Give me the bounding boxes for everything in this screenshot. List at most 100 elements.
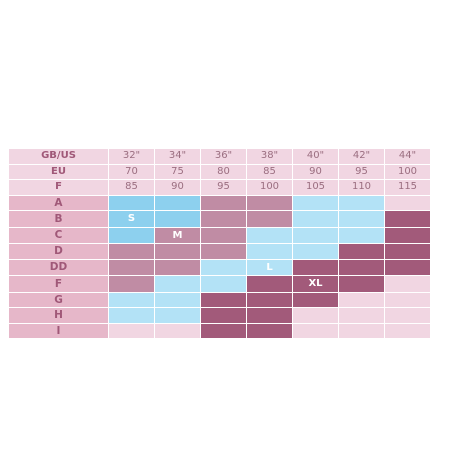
size-mark-label: XL xyxy=(308,278,323,289)
size-cell: L xyxy=(247,259,292,275)
eu-cell: 80 xyxy=(201,164,246,179)
f-cell: 90 xyxy=(155,180,200,195)
size-cell xyxy=(201,323,246,338)
size-cell xyxy=(385,227,430,243)
bra-size-chart: GB/US 32" 34" 36" 38" 40" 42" 44" EU 70 … xyxy=(8,148,431,339)
size-cell xyxy=(385,195,430,210)
size-cell xyxy=(247,292,292,307)
eu-cell: 85 xyxy=(247,164,292,179)
size-cell xyxy=(109,244,154,259)
cup-size-label: H xyxy=(9,308,108,323)
size-cell xyxy=(339,211,384,227)
size-cell xyxy=(339,276,384,292)
size-cell xyxy=(201,227,246,243)
cup-row: H xyxy=(9,308,430,323)
size-cell xyxy=(201,244,246,259)
size-cell xyxy=(385,308,430,323)
f-cell: 100 xyxy=(247,180,292,195)
gb-us-cell: 32" xyxy=(109,149,154,164)
gb-us-cell: 34" xyxy=(155,149,200,164)
size-cell xyxy=(155,323,200,338)
size-cell xyxy=(339,292,384,307)
size-cell xyxy=(247,211,292,227)
size-cell xyxy=(155,292,200,307)
cup-rows: A B S C M D DD L F XL G H I xyxy=(9,195,430,338)
size-cell xyxy=(109,259,154,275)
size-cell xyxy=(109,308,154,323)
size-cell xyxy=(109,227,154,243)
cup-row: I xyxy=(9,323,430,338)
size-mark-label: M xyxy=(172,229,183,241)
size-cell xyxy=(247,323,292,338)
cup-row: F XL xyxy=(9,276,430,292)
gb-us-cell: 40" xyxy=(293,149,338,164)
header-row-eu: EU 70 75 80 85 90 95 100 xyxy=(9,164,430,179)
size-cell: XL xyxy=(293,276,338,292)
size-cell xyxy=(339,227,384,243)
size-cell xyxy=(247,227,292,243)
header-row-f: F 85 90 95 100 105 110 115 xyxy=(9,180,430,195)
size-mark-label: S xyxy=(127,213,136,224)
cup-size-label: F xyxy=(9,276,108,292)
size-cell xyxy=(201,195,246,210)
size-cell xyxy=(109,323,154,338)
cup-size-label: D xyxy=(9,244,108,259)
size-cell xyxy=(385,259,430,275)
eu-cell: 95 xyxy=(339,164,384,179)
size-cell xyxy=(385,211,430,227)
cup-row: A xyxy=(9,195,430,210)
size-cell xyxy=(293,308,338,323)
size-cell xyxy=(155,244,200,259)
size-cell xyxy=(201,308,246,323)
size-cell xyxy=(385,276,430,292)
size-cell xyxy=(201,259,246,275)
cup-size-label: G xyxy=(9,292,108,307)
size-cell xyxy=(385,323,430,338)
size-cell xyxy=(339,195,384,210)
size-cell xyxy=(201,211,246,227)
cup-size-label: C xyxy=(9,227,108,243)
size-cell xyxy=(201,276,246,292)
size-cell xyxy=(155,211,200,227)
size-cell xyxy=(293,195,338,210)
f-cell: 110 xyxy=(339,180,384,195)
cup-size-label: A xyxy=(9,195,108,210)
size-cell xyxy=(339,244,384,259)
eu-cell: 100 xyxy=(385,164,430,179)
size-cell xyxy=(339,323,384,338)
size-cell xyxy=(247,195,292,210)
size-mark-label: L xyxy=(266,261,273,273)
size-cell xyxy=(155,308,200,323)
f-cell: 85 xyxy=(109,180,154,195)
size-cell xyxy=(293,211,338,227)
size-cell xyxy=(293,323,338,338)
size-cell xyxy=(293,292,338,307)
size-cell xyxy=(339,259,384,275)
cup-size-label: DD xyxy=(9,259,108,275)
eu-cell: 70 xyxy=(109,164,154,179)
size-cell xyxy=(109,276,154,292)
f-cell: 95 xyxy=(201,180,246,195)
size-cell xyxy=(293,244,338,259)
gb-us-cell: 42" xyxy=(339,149,384,164)
size-cell xyxy=(339,308,384,323)
header-label-eu: EU xyxy=(9,164,108,179)
size-cell xyxy=(155,276,200,292)
cup-row: G xyxy=(9,292,430,307)
f-cell: 105 xyxy=(293,180,338,195)
gb-us-cell: 44" xyxy=(385,149,430,164)
size-cell xyxy=(385,244,430,259)
cup-row: DD L xyxy=(9,259,430,275)
header-label-f: F xyxy=(9,180,108,195)
size-cell xyxy=(247,276,292,292)
size-cell: M xyxy=(155,227,200,243)
size-cell: S xyxy=(109,211,154,227)
size-cell xyxy=(247,308,292,323)
size-cell xyxy=(109,195,154,210)
size-cell xyxy=(247,244,292,259)
size-cell xyxy=(385,292,430,307)
f-cell: 115 xyxy=(385,180,430,195)
size-cell xyxy=(201,292,246,307)
